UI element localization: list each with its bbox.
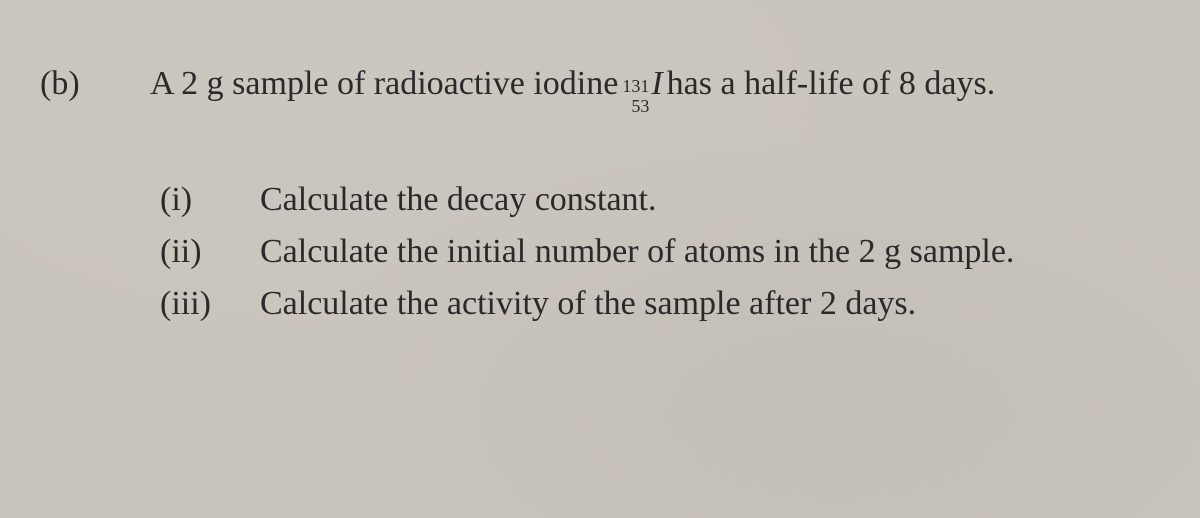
subpart-text: Calculate the activity of the sample aft… (260, 281, 916, 327)
subpart-label: (ii) (160, 233, 260, 271)
isotope-atomic-number: 53 (631, 97, 649, 115)
subpart-row: (ii) Calculate the initial number of ato… (160, 229, 1160, 275)
subpart-label: (iii) (160, 285, 260, 323)
subparts-list: (i) Calculate the decay constant. (ii) C… (160, 177, 1160, 327)
question-intro-row: (b) A 2 g sample of radioactive iodine 1… (40, 60, 1160, 117)
subpart-label: (i) (160, 181, 260, 219)
intro-text-before: A 2 g sample of radioactive iodine (150, 60, 618, 108)
isotope-numbers: 131 53 (622, 77, 649, 115)
question-content: (b) A 2 g sample of radioactive iodine 1… (40, 60, 1160, 327)
subpart-row: (i) Calculate the decay constant. (160, 177, 1160, 223)
part-label: (b) (40, 65, 150, 103)
subpart-row: (iii) Calculate the activity of the samp… (160, 281, 1160, 327)
question-intro-text: A 2 g sample of radioactive iodine 131 5… (150, 60, 995, 117)
subpart-text: Calculate the decay constant. (260, 177, 657, 223)
subpart-text: Calculate the initial number of atoms in… (260, 229, 1014, 275)
intro-text-after: has a half-life of 8 days. (667, 60, 996, 108)
isotope-element-symbol: I (651, 60, 662, 108)
isotope-mass-number: 131 (622, 77, 649, 95)
isotope-notation: 131 53 I (622, 60, 662, 117)
